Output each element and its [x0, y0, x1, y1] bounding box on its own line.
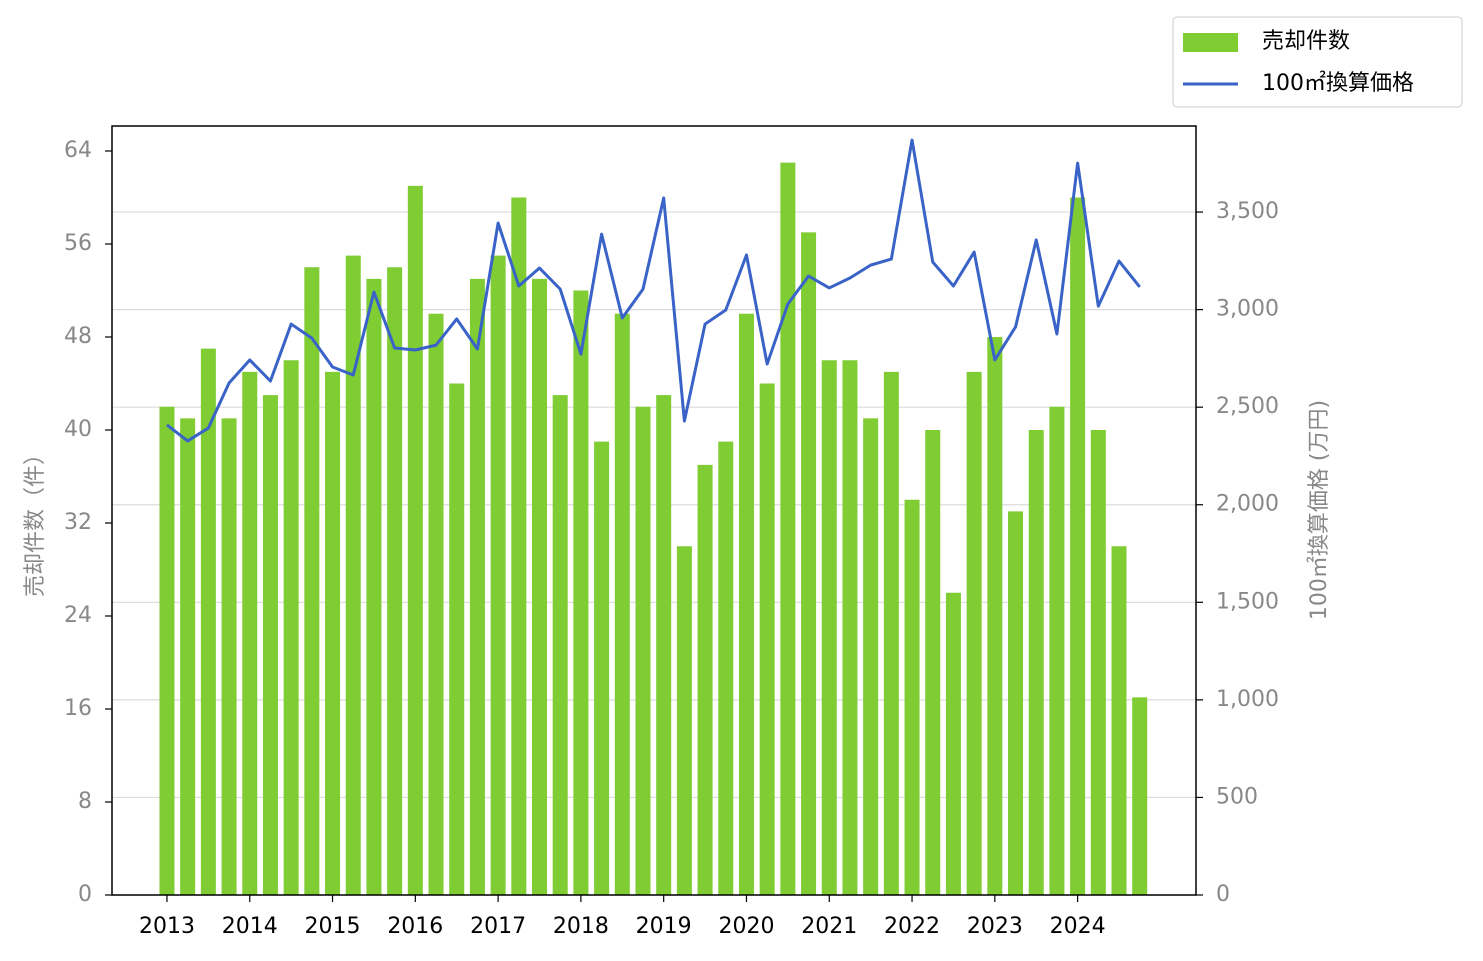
x-tick-label: 2024	[1050, 914, 1106, 939]
x-tick-label: 2021	[801, 914, 857, 939]
bar	[987, 336, 1003, 895]
y2-tick-label: 500	[1216, 784, 1258, 809]
x-tick-label: 2019	[636, 914, 692, 939]
y-tick-label: 40	[64, 417, 92, 442]
bar	[1049, 406, 1065, 895]
bar	[159, 406, 175, 895]
bar	[780, 162, 796, 896]
bar	[883, 371, 899, 896]
bar	[366, 278, 382, 895]
y-tick-label: 0	[78, 882, 92, 907]
y2-tick-label: 3,000	[1216, 297, 1279, 322]
y2-axis-label: 100㎡換算価格 (万円)	[1306, 400, 1332, 620]
y-tick-label: 8	[78, 789, 92, 814]
bar	[966, 371, 982, 896]
bar	[490, 255, 506, 895]
bar	[1070, 197, 1086, 895]
y2-tick-label: 0	[1216, 882, 1230, 907]
bar	[904, 499, 920, 895]
bar	[407, 185, 423, 895]
bar	[242, 371, 258, 896]
bar	[1028, 429, 1044, 895]
bar	[945, 592, 961, 895]
y-axis-label: 売却件数（件）	[23, 443, 48, 597]
x-tick-label: 2017	[470, 914, 526, 939]
bar	[532, 278, 548, 895]
bar	[304, 267, 320, 896]
bar	[697, 464, 713, 895]
bar	[180, 418, 196, 895]
bar	[387, 267, 403, 896]
bar	[511, 197, 527, 895]
x-tick-label: 2014	[222, 914, 278, 939]
y2-tick-label: 3,500	[1216, 199, 1279, 224]
plot-frame	[111, 125, 1197, 896]
bar	[925, 429, 941, 895]
line	[166, 138, 1141, 443]
x-tick-label: 2020	[718, 914, 774, 939]
bar	[676, 546, 692, 895]
legend-box	[1172, 16, 1463, 108]
legend-label: 100㎡換算価格	[1262, 70, 1414, 96]
y2-tick-label: 1,000	[1216, 687, 1279, 712]
x-tick-label: 2016	[387, 914, 443, 939]
bar	[262, 395, 278, 895]
bar	[469, 278, 485, 895]
bar	[573, 290, 589, 895]
x-tick-label: 2022	[884, 914, 940, 939]
bar	[283, 360, 299, 895]
bar	[594, 441, 610, 895]
bar	[718, 441, 734, 895]
y2-tick-label: 2,500	[1216, 394, 1279, 419]
bar	[1132, 697, 1148, 895]
bar	[821, 360, 837, 895]
bar	[325, 371, 341, 896]
x-tick-label: 2013	[139, 914, 195, 939]
x-tick-label: 2018	[553, 914, 609, 939]
y-tick-label: 56	[64, 231, 92, 256]
y2-tick-label: 1,500	[1216, 589, 1279, 614]
bar	[863, 418, 879, 895]
x-tick-label: 2015	[305, 914, 361, 939]
bar	[842, 360, 858, 895]
bar	[614, 313, 630, 896]
bar	[428, 313, 444, 896]
y-tick-label: 32	[64, 510, 92, 535]
bar	[1008, 511, 1024, 895]
bar	[635, 406, 651, 895]
bar	[1090, 429, 1106, 895]
bar	[656, 395, 672, 895]
y-tick-label: 64	[64, 138, 92, 163]
bar	[345, 255, 361, 895]
bar	[738, 313, 754, 896]
bar	[449, 383, 465, 895]
legend-label: 売却件数	[1262, 29, 1350, 54]
bar	[759, 383, 775, 895]
x-tick-label: 2023	[967, 914, 1023, 939]
y-tick-label: 48	[64, 324, 92, 349]
bar	[552, 395, 568, 895]
y2-tick-label: 2,000	[1216, 492, 1279, 517]
bar	[801, 232, 817, 895]
legend-swatch	[1183, 33, 1238, 52]
bar	[1111, 546, 1127, 895]
y-tick-label: 16	[64, 696, 92, 721]
bar	[200, 348, 216, 895]
bar	[221, 418, 237, 895]
y-tick-label: 24	[64, 603, 92, 628]
